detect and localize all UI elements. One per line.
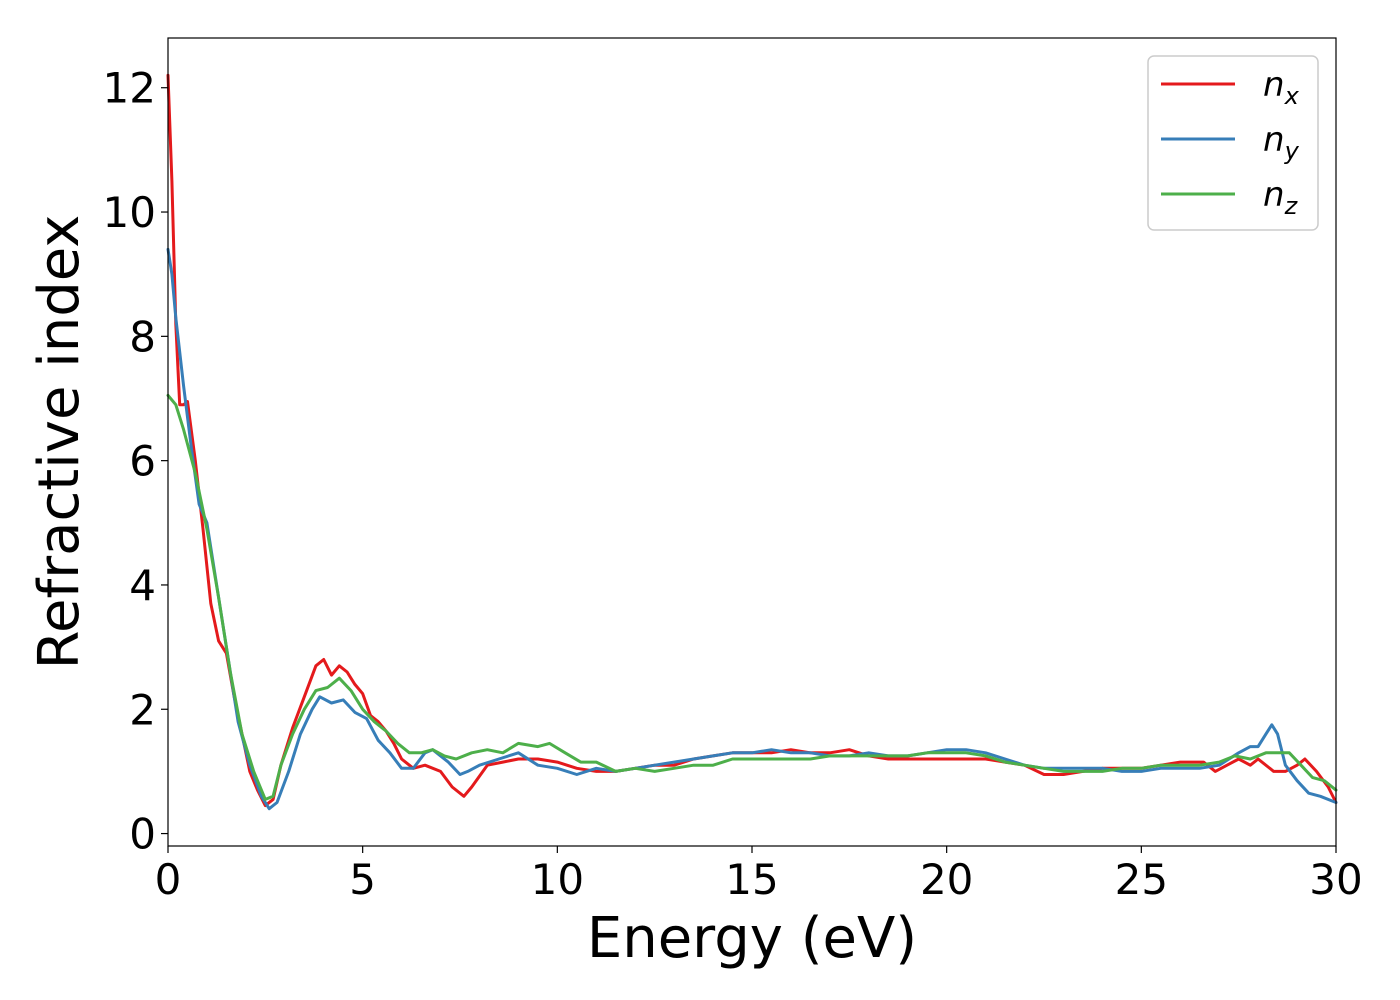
series-layer — [166, 73, 1338, 811]
x-tick-label: 5 — [349, 855, 376, 904]
y-tick-label: 2 — [129, 685, 156, 734]
legend-box — [1147, 55, 1319, 231]
y-tick-label: 6 — [129, 437, 156, 486]
series-line-n-z — [166, 393, 1338, 801]
x-tick-label: 30 — [1309, 855, 1362, 904]
y-tick-label: 12 — [103, 64, 156, 113]
x-axis-ticks: 0 5 10 15 20 25 30 — [155, 846, 1363, 904]
x-tick-label: 10 — [531, 855, 584, 904]
y-tick-label: 10 — [103, 188, 156, 237]
x-axis-title: Energy (eV) — [587, 906, 917, 971]
y-tick-label: 4 — [129, 561, 156, 610]
x-tick-label: 20 — [920, 855, 973, 904]
y-axis-ticks: 0 2 4 6 8 10 12 — [103, 64, 168, 859]
series-line-n-y — [166, 247, 1338, 811]
y-tick-label: 0 — [129, 810, 156, 859]
x-tick-label: 15 — [725, 855, 778, 904]
y-tick-label: 8 — [129, 312, 156, 361]
x-tick-label: 25 — [1115, 855, 1168, 904]
x-tick-label: 0 — [155, 855, 182, 904]
y-axis-title: Refractive index — [27, 215, 92, 670]
